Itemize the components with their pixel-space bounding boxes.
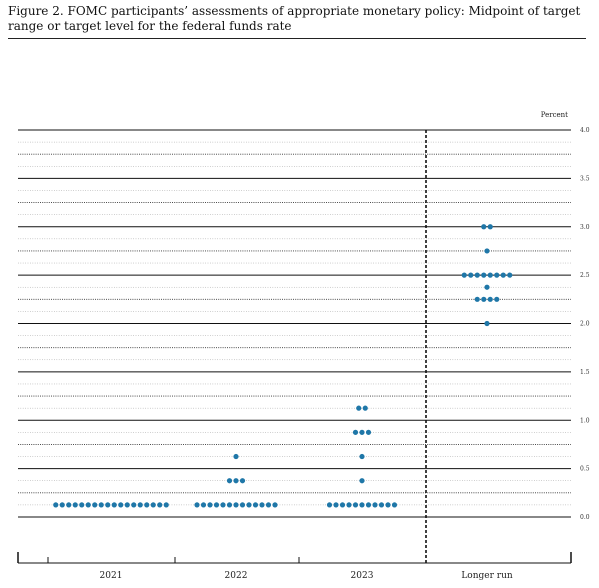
- dot-participant: [98, 502, 104, 508]
- dot-participant: [359, 478, 365, 484]
- dot-participant: [333, 502, 339, 508]
- y-tick-label: 3.5: [580, 175, 590, 182]
- dot-participant: [346, 502, 352, 508]
- dot-participant: [144, 502, 150, 508]
- x-category-label: 2021: [100, 571, 123, 581]
- dot-participant: [150, 502, 156, 508]
- dot-participant: [484, 320, 490, 327]
- dot-participant: [157, 502, 163, 508]
- dot-participant: [385, 502, 391, 508]
- dot-participant: [213, 502, 220, 508]
- dot-participant: [352, 429, 359, 435]
- dot-participant: [359, 453, 365, 460]
- dot-participant: [494, 272, 500, 278]
- dot-participant: [85, 502, 91, 508]
- dot-participant: [72, 502, 78, 508]
- dot-participant: [265, 502, 272, 508]
- dot-participant: [226, 502, 233, 508]
- x-category-label: Longer run: [461, 571, 513, 581]
- dot-participant: [137, 502, 143, 508]
- dot-participant: [487, 272, 493, 278]
- dot-participant: [461, 272, 467, 278]
- dot-participant: [339, 502, 346, 508]
- dot-participant: [252, 502, 259, 508]
- dot-participant: [484, 248, 490, 254]
- dot-participant: [207, 502, 213, 508]
- dot-participant: [239, 478, 246, 484]
- y-tick-label: 1.0: [580, 417, 590, 424]
- dot-participant: [272, 502, 278, 508]
- dot-participant: [233, 453, 239, 460]
- dot-participant: [481, 296, 487, 302]
- y-tick-label: 3.0: [580, 224, 590, 231]
- dot-participant: [239, 502, 246, 508]
- figure-caption: Figure 2. FOMC participants’ assessments…: [8, 4, 581, 33]
- dot-participant: [359, 502, 365, 508]
- dot-participant: [326, 502, 333, 508]
- dot-participant: [352, 502, 359, 508]
- y-tick-label: 1.5: [580, 369, 590, 376]
- dot-participant: [226, 478, 233, 484]
- dot-participant: [507, 272, 513, 278]
- dot-participant: [105, 502, 111, 508]
- y-tick-label: 2.5: [580, 272, 590, 279]
- dot-participant: [365, 502, 372, 508]
- dot-participant: [481, 224, 487, 230]
- dot-participant: [362, 405, 368, 411]
- dot-participant: [79, 502, 85, 508]
- dot-participant: [372, 502, 378, 508]
- dot-participant: [487, 296, 493, 302]
- dot-participant: [359, 429, 365, 435]
- dot-participant: [124, 502, 130, 508]
- y-tick-label: 0.0: [580, 514, 590, 521]
- caption-rule: [8, 38, 586, 39]
- dot-participant: [484, 284, 490, 290]
- dot-participant: [500, 272, 506, 278]
- dot-participant: [53, 502, 59, 508]
- dot-participant: [391, 502, 398, 508]
- x-category-label: 2022: [225, 571, 248, 581]
- dot-participant: [131, 502, 137, 508]
- dot-participant: [481, 272, 487, 278]
- dot-participant: [194, 502, 200, 508]
- dot-participant: [66, 502, 72, 508]
- y-unit-label: Percent: [541, 111, 568, 119]
- dot-participant: [259, 502, 265, 508]
- dot-participant: [220, 502, 226, 508]
- dot-participant: [487, 224, 493, 230]
- dot-participant: [59, 502, 65, 508]
- y-tick-label: 0.5: [580, 466, 590, 473]
- dot-participant: [111, 502, 117, 508]
- dot-participant: [494, 296, 500, 302]
- y-tick-label: 4.0: [580, 127, 590, 134]
- dot-participant: [233, 502, 239, 508]
- dot-participant: [474, 272, 480, 278]
- dot-participant: [233, 478, 239, 484]
- dot-participant: [163, 502, 169, 508]
- dot-participant: [365, 429, 372, 435]
- dot-participant: [474, 296, 480, 302]
- dot-participant: [468, 272, 474, 278]
- dot-participant: [118, 502, 124, 508]
- dot-participant: [92, 502, 98, 508]
- x-category-label: 2023: [351, 571, 374, 581]
- dot-participant: [356, 405, 362, 411]
- dot-participant: [246, 502, 252, 508]
- y-tick-label: 2.0: [580, 321, 590, 328]
- dot-participant: [378, 502, 385, 508]
- dot-participant: [200, 502, 207, 508]
